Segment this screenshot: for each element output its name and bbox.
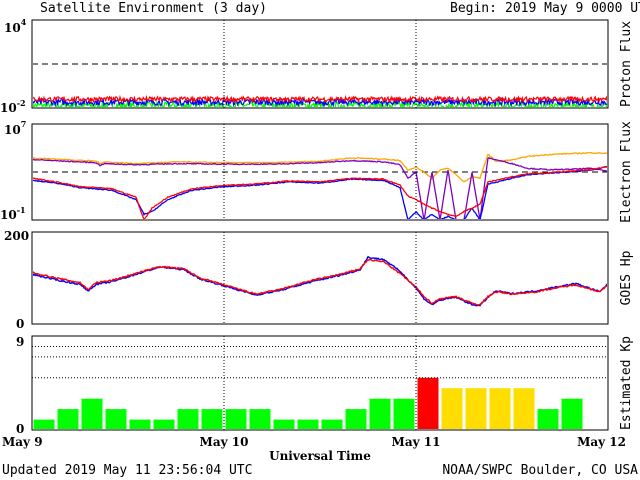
kp-bar <box>81 398 103 429</box>
kp-bar <box>465 388 487 429</box>
grid-lines <box>32 20 608 430</box>
begin-label: Begin: <box>450 1 497 16</box>
kp-bar <box>369 398 391 429</box>
goes-hp-series-red <box>33 258 607 306</box>
goes-hp-panel-frame <box>31 231 609 325</box>
kp-bar <box>153 419 175 429</box>
kp-bar <box>33 419 55 429</box>
x-tick-label: May 9 <box>2 435 43 449</box>
kp-bar <box>489 388 511 429</box>
chart-title: Satellite Environment (3 day) <box>40 1 267 16</box>
x-tick-label: May 12 <box>577 435 626 449</box>
kp-bar <box>537 409 559 429</box>
electron-series-orange <box>33 151 607 183</box>
proton-flux-label: Proton Flux <box>619 21 634 107</box>
kp-panel-frame <box>31 335 609 431</box>
kp-bar <box>273 419 295 429</box>
x-axis-title: Universal Time <box>269 449 371 463</box>
electron-series-purple <box>33 156 607 219</box>
updated-timestamp: Updated 2019 May 11 23:56:04 UTC <box>2 463 252 478</box>
kp-bar <box>441 388 463 429</box>
proton-panel-frame <box>31 19 609 109</box>
proton-series-red <box>33 94 607 104</box>
electron-flux-label: Electron Flux <box>619 121 634 223</box>
kp-bar <box>561 398 583 429</box>
electron-series-blue <box>33 165 607 219</box>
proton-ytick-bottom: 10-2 <box>0 98 26 115</box>
kp-bar <box>249 409 271 429</box>
x-tick-label: May 10 <box>200 435 249 449</box>
begin-value: 2019 May 9 0000 UTC <box>505 1 640 16</box>
kp-bar <box>417 377 439 429</box>
x-tick-label: May 11 <box>392 435 441 449</box>
proton-series-layer <box>33 63 607 107</box>
kp-ytick-top: 9 <box>16 335 24 349</box>
electron-ytick-top: 107 <box>4 119 26 137</box>
kp-bar <box>129 419 151 429</box>
kp-bar <box>393 398 415 429</box>
kp-bar <box>321 419 343 429</box>
kp-bar <box>297 419 319 429</box>
goes-hp-series-blue <box>33 255 607 307</box>
estimated-kp-label: Estimated Kp <box>619 336 634 430</box>
kp-bar <box>345 409 367 429</box>
proton-series-blue <box>33 97 607 107</box>
goes-hp-series-layer <box>33 255 607 307</box>
kp-bar <box>57 409 79 429</box>
kp-bar <box>105 409 127 429</box>
kp-bar <box>201 409 223 429</box>
goes-hp-label: GOES Hp <box>619 250 634 305</box>
kp-bar <box>513 388 535 429</box>
proton-ytick-top: 104 <box>4 17 27 35</box>
goes-hp-ytick-bottom: 0 <box>16 317 24 331</box>
x-axis-ticks: May 9 May 10 May 11 May 12 <box>2 435 626 449</box>
kp-bar <box>177 409 199 429</box>
goes-hp-ytick-top: 200 <box>4 229 29 243</box>
electron-series-layer <box>33 151 607 219</box>
kp-bars-layer <box>33 377 583 429</box>
kp-bar <box>225 409 247 429</box>
credit-text: NOAA/SWPC Boulder, CO USA <box>442 463 638 478</box>
electron-panel-frame <box>31 123 609 221</box>
electron-series-red <box>33 166 607 219</box>
electron-ytick-bottom: 10-1 <box>0 205 26 222</box>
kp-ytick-bottom: 0 <box>16 422 24 436</box>
